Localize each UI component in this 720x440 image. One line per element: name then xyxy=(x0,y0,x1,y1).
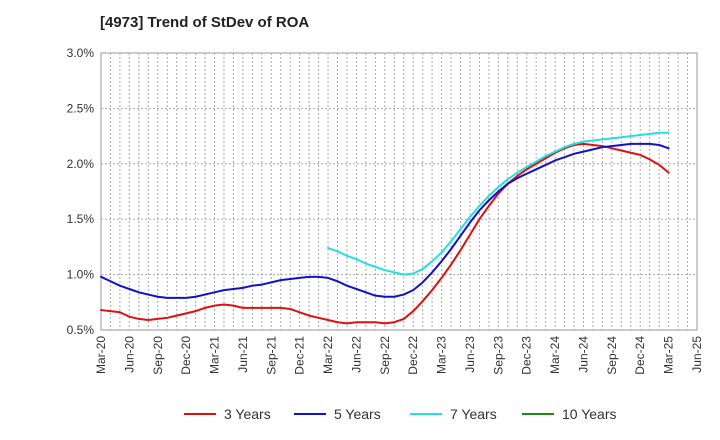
x-tick-label: Mar-22 xyxy=(321,336,335,374)
x-tick-label: Mar-25 xyxy=(662,336,676,374)
y-tick-label: 3.0% xyxy=(67,46,95,60)
series-line-3-years xyxy=(100,142,670,325)
y-tick-label: 1.5% xyxy=(67,212,95,226)
x-tick-label: Sep-22 xyxy=(378,336,392,375)
x-tick-label: Jun-20 xyxy=(122,336,136,373)
series-lines xyxy=(100,131,670,325)
legend-item: 7 Years xyxy=(410,406,497,422)
legend-label: 7 Years xyxy=(450,406,497,422)
x-tick-label: Mar-23 xyxy=(435,336,449,374)
legend-label: 10 Years xyxy=(562,406,617,422)
x-axis-tick-labels: Mar-20 Jun-20 Sep-20 Dec-20 Mar-21 Jun-21 Sep-… xyxy=(94,336,704,375)
x-tick-label: Dec-22 xyxy=(406,336,420,375)
y-tick-label: 2.5% xyxy=(67,101,95,115)
series-line-5-years xyxy=(100,142,670,299)
legend-label: 3 Years xyxy=(224,406,271,422)
x-tick-label: Sep-23 xyxy=(491,336,505,375)
x-tick-label: Dec-24 xyxy=(633,336,647,375)
x-tick-label: Jun-25 xyxy=(690,336,704,373)
x-tick-label: Mar-21 xyxy=(208,336,222,374)
x-tick-label: Jun-22 xyxy=(349,336,363,373)
horizontal-gridlines xyxy=(101,107,697,276)
x-tick-label: Sep-20 xyxy=(151,336,165,375)
legend: 3 Years 5 Years 7 Years 10 Years xyxy=(184,406,617,422)
series-line-7-years xyxy=(327,131,670,276)
x-tick-label: Jun-21 xyxy=(236,336,250,373)
x-tick-label: Sep-24 xyxy=(605,336,619,375)
x-tick-label: Dec-23 xyxy=(520,336,534,375)
y-tick-label: 2.0% xyxy=(67,157,95,171)
x-tick-label: Mar-24 xyxy=(548,336,562,374)
x-tick-label: Jun-24 xyxy=(576,336,590,373)
x-tick-label: Dec-20 xyxy=(179,336,193,375)
y-axis-tick-labels: 0.5% 1.0% 1.5% 2.0% 2.5% 3.0% xyxy=(67,46,95,337)
legend-label: 5 Years xyxy=(334,406,381,422)
y-tick-label: 0.5% xyxy=(67,323,95,337)
x-tick-label: Mar-20 xyxy=(94,336,108,374)
legend-item: 5 Years xyxy=(294,406,381,422)
chart-title: [4973] Trend of StDev of ROA xyxy=(100,14,310,31)
x-tick-label: Sep-21 xyxy=(264,336,278,375)
legend-item: 10 Years xyxy=(522,406,617,422)
plot-area xyxy=(100,52,698,331)
x-tick-label: Dec-21 xyxy=(293,336,307,375)
x-tick-label: Jun-23 xyxy=(463,336,477,373)
y-tick-label: 1.0% xyxy=(67,268,95,282)
legend-item: 3 Years xyxy=(184,406,271,422)
